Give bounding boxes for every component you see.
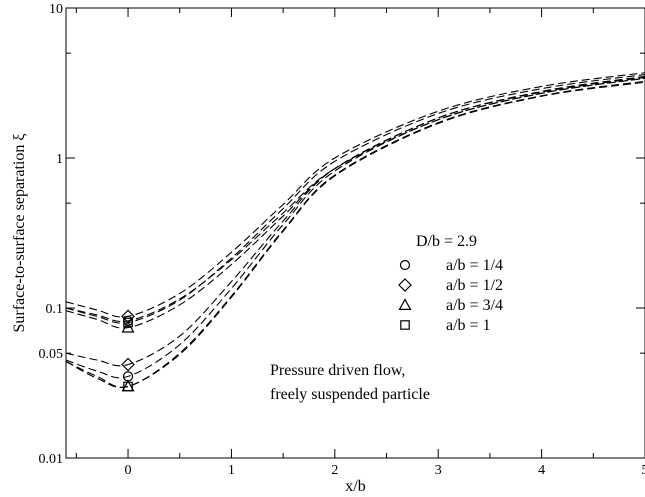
- axis-tick-labels: 0 1 2 3 4 5 0.01 0.05 0.1 1 10: [39, 2, 645, 478]
- y-tick-label: 0.05: [39, 347, 64, 362]
- series-line-7: [66, 75, 645, 329]
- legend-marker-circle: [399, 259, 411, 271]
- x-tick-label: 0: [125, 463, 132, 478]
- legend-title: D/b = 2.9: [416, 233, 477, 250]
- y-tick-label: 0.01: [39, 452, 64, 467]
- annotation-line-2: freely suspended particle: [270, 386, 430, 403]
- x-tick-label: 2: [331, 463, 338, 478]
- x-tick-label: 3: [435, 463, 442, 478]
- axis-ticks: [66, 7, 645, 459]
- legend-entries: a/b = 1/4 a/b = 1/2 a/b = 3/4 a/b = 1: [398, 257, 503, 334]
- series-line-2: [66, 76, 645, 367]
- legend-entry-label: a/b = 1: [446, 317, 491, 334]
- series-line-6: [66, 72, 645, 318]
- series-line-3: [66, 80, 645, 388]
- legend-entry-label: a/b = 3/4: [446, 297, 503, 314]
- series-line-1: [66, 77, 645, 379]
- series-line-5: [66, 77, 645, 323]
- x-tick-label: 1: [228, 463, 235, 478]
- legend: D/b = 2.9 a/b = 1/4a/b = 1/2a/b = 3/4a/b…: [398, 233, 503, 334]
- series-line-4: [66, 81, 645, 388]
- legend-marker-square: [400, 320, 410, 330]
- y-tick-label: 1: [56, 152, 63, 167]
- data-point-square: [123, 317, 133, 328]
- legend-marker-diamond: [398, 278, 412, 292]
- data-point-diamond: [121, 357, 135, 372]
- series-markers: [121, 309, 135, 392]
- series-lines: [66, 72, 645, 388]
- x-tick-label: 4: [538, 463, 545, 478]
- y-tick-label: 10: [49, 2, 63, 17]
- legend-entry-label: a/b = 1/4: [446, 257, 503, 274]
- data-point-square: [123, 381, 133, 392]
- y-tick-label: 0.1: [46, 302, 64, 317]
- plot-frame: [65, 7, 645, 459]
- legend-entry-label: a/b = 1/2: [446, 277, 503, 294]
- series-line-8: [66, 74, 645, 324]
- annotation: Pressure driven flow, freely suspended p…: [270, 362, 430, 403]
- annotation-line-1: Pressure driven flow,: [270, 362, 405, 379]
- legend-marker-triangle: [398, 298, 412, 310]
- x-axis-label: x/b: [345, 478, 365, 495]
- y-axis-label: Surface-to-surface separation ξ: [11, 133, 28, 332]
- x-tick-label: 5: [642, 463, 645, 478]
